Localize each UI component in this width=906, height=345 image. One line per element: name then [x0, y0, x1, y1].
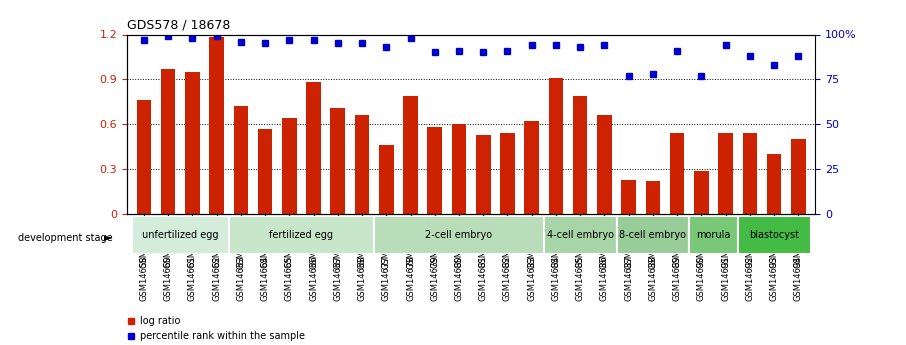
Bar: [282, 118, 296, 214]
Text: GSM14692: GSM14692: [746, 256, 755, 301]
FancyBboxPatch shape: [737, 216, 811, 254]
Text: unfertilized egg: unfertilized egg: [142, 230, 218, 239]
Text: log ratio: log ratio: [140, 316, 181, 326]
Text: GSM14661: GSM14661: [188, 256, 197, 301]
Bar: [646, 181, 660, 214]
Text: GSM14689: GSM14689: [672, 256, 681, 301]
Text: GSM14693: GSM14693: [770, 256, 778, 301]
Text: blastocyst: blastocyst: [749, 230, 799, 239]
Bar: [137, 100, 151, 214]
Bar: [185, 72, 199, 214]
Text: GSM14681: GSM14681: [478, 256, 487, 301]
Bar: [160, 69, 176, 214]
Bar: [670, 133, 684, 214]
Bar: [452, 124, 467, 214]
Bar: [549, 78, 564, 214]
Text: GSM14677: GSM14677: [381, 256, 390, 302]
Bar: [403, 96, 418, 214]
Text: GSM14666: GSM14666: [309, 256, 318, 302]
Bar: [573, 96, 587, 214]
Bar: [306, 82, 321, 214]
Text: GSM14658: GSM14658: [140, 256, 149, 301]
Text: GSM14660: GSM14660: [164, 256, 172, 301]
Bar: [743, 133, 757, 214]
Text: GSM14684: GSM14684: [552, 256, 561, 301]
Text: GSM14662: GSM14662: [212, 256, 221, 301]
Text: GSM14663: GSM14663: [236, 256, 246, 302]
Text: percentile rank within the sample: percentile rank within the sample: [140, 332, 305, 341]
Text: GSM14678: GSM14678: [406, 256, 415, 302]
FancyBboxPatch shape: [617, 216, 689, 254]
Text: fertilized egg: fertilized egg: [269, 230, 333, 239]
Bar: [331, 108, 345, 214]
Text: GSM14665: GSM14665: [284, 256, 294, 301]
Bar: [258, 129, 273, 214]
FancyBboxPatch shape: [374, 216, 544, 254]
Text: 2-cell embryo: 2-cell embryo: [426, 230, 493, 239]
Bar: [500, 133, 515, 214]
Bar: [525, 121, 539, 214]
Text: 8-cell embryo: 8-cell embryo: [620, 230, 687, 239]
Bar: [234, 106, 248, 214]
Text: GSM14687: GSM14687: [624, 256, 633, 302]
FancyBboxPatch shape: [228, 216, 374, 254]
Bar: [428, 127, 442, 214]
FancyBboxPatch shape: [689, 216, 737, 254]
Bar: [622, 179, 636, 214]
Text: GSM14685: GSM14685: [575, 256, 584, 301]
FancyBboxPatch shape: [131, 216, 228, 254]
Text: GSM14686: GSM14686: [600, 256, 609, 302]
Text: GSM14679: GSM14679: [430, 256, 439, 301]
Text: 4-cell embryo: 4-cell embryo: [546, 230, 613, 239]
Bar: [694, 170, 708, 214]
Text: GSM14664: GSM14664: [261, 256, 270, 301]
Text: GDS578 / 18678: GDS578 / 18678: [127, 19, 230, 32]
Text: GSM14667: GSM14667: [333, 256, 342, 302]
Bar: [766, 154, 782, 214]
Bar: [379, 145, 393, 214]
Text: GSM14683: GSM14683: [527, 256, 536, 302]
Text: GSM14694: GSM14694: [794, 256, 803, 301]
Bar: [209, 38, 224, 214]
Text: GSM14682: GSM14682: [503, 256, 512, 301]
Text: development stage: development stage: [18, 233, 112, 243]
FancyBboxPatch shape: [544, 216, 617, 254]
Text: GSM14668: GSM14668: [358, 256, 367, 302]
Bar: [791, 139, 805, 214]
Text: GSM14690: GSM14690: [697, 256, 706, 301]
Bar: [355, 115, 370, 214]
Text: ►: ►: [104, 233, 112, 243]
Bar: [476, 135, 490, 214]
Text: GSM14691: GSM14691: [721, 256, 730, 301]
Bar: [718, 133, 733, 214]
Text: GSM14688: GSM14688: [649, 256, 658, 302]
Bar: [597, 115, 612, 214]
Text: GSM14680: GSM14680: [455, 256, 464, 301]
Text: morula: morula: [697, 230, 731, 239]
